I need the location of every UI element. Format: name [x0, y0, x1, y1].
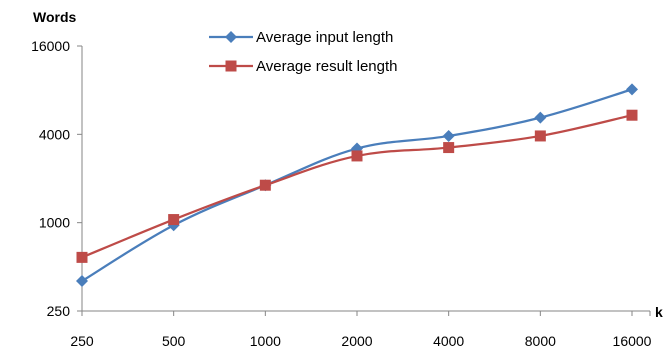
- data-point: [443, 142, 455, 154]
- legend-item: Average result length: [209, 58, 397, 75]
- legend-label: Average input length: [256, 29, 393, 46]
- series-layer: [76, 83, 638, 288]
- data-point: [626, 109, 638, 121]
- series-1: [76, 83, 638, 288]
- legend: Average input length Average result lengt…: [209, 29, 397, 75]
- legend-label: Average result length: [256, 58, 397, 75]
- axes: [81, 46, 650, 312]
- series-line: [81, 114, 633, 259]
- x-tick-label: 4000: [433, 333, 464, 349]
- x-tick-label: 16000: [613, 333, 652, 349]
- series-2: [76, 109, 638, 263]
- y-tick-label: 4000: [39, 126, 70, 142]
- x-tick-label: 1000: [250, 333, 281, 349]
- data-point: [442, 129, 455, 142]
- legend-marker: [225, 60, 237, 72]
- y-axis-title: Words: [33, 9, 77, 25]
- x-tick-label: 500: [162, 333, 186, 349]
- series-line: [81, 88, 633, 283]
- x-tick-label: 250: [70, 333, 94, 349]
- x-tick-label: 8000: [525, 333, 556, 349]
- data-point: [534, 130, 546, 142]
- x-tick-label: 2000: [341, 333, 372, 349]
- y-tick-label: 16000: [31, 38, 70, 54]
- legend-item: Average input length: [209, 29, 393, 46]
- x-ticks: 250 500 1000 2000 4000 8000 16000: [70, 311, 652, 349]
- data-point: [76, 251, 88, 263]
- x-axis-title: k: [655, 304, 663, 320]
- legend-marker: [225, 31, 237, 43]
- data-point: [351, 150, 363, 162]
- data-point: [259, 179, 271, 191]
- data-point: [168, 214, 180, 226]
- data-point: [76, 275, 88, 288]
- y-tick-label: 1000: [39, 215, 70, 231]
- y-ticks: 250 1000 4000 16000: [31, 38, 82, 319]
- y-tick-label: 250: [47, 303, 71, 319]
- data-point: [626, 83, 638, 96]
- data-point: [534, 111, 547, 124]
